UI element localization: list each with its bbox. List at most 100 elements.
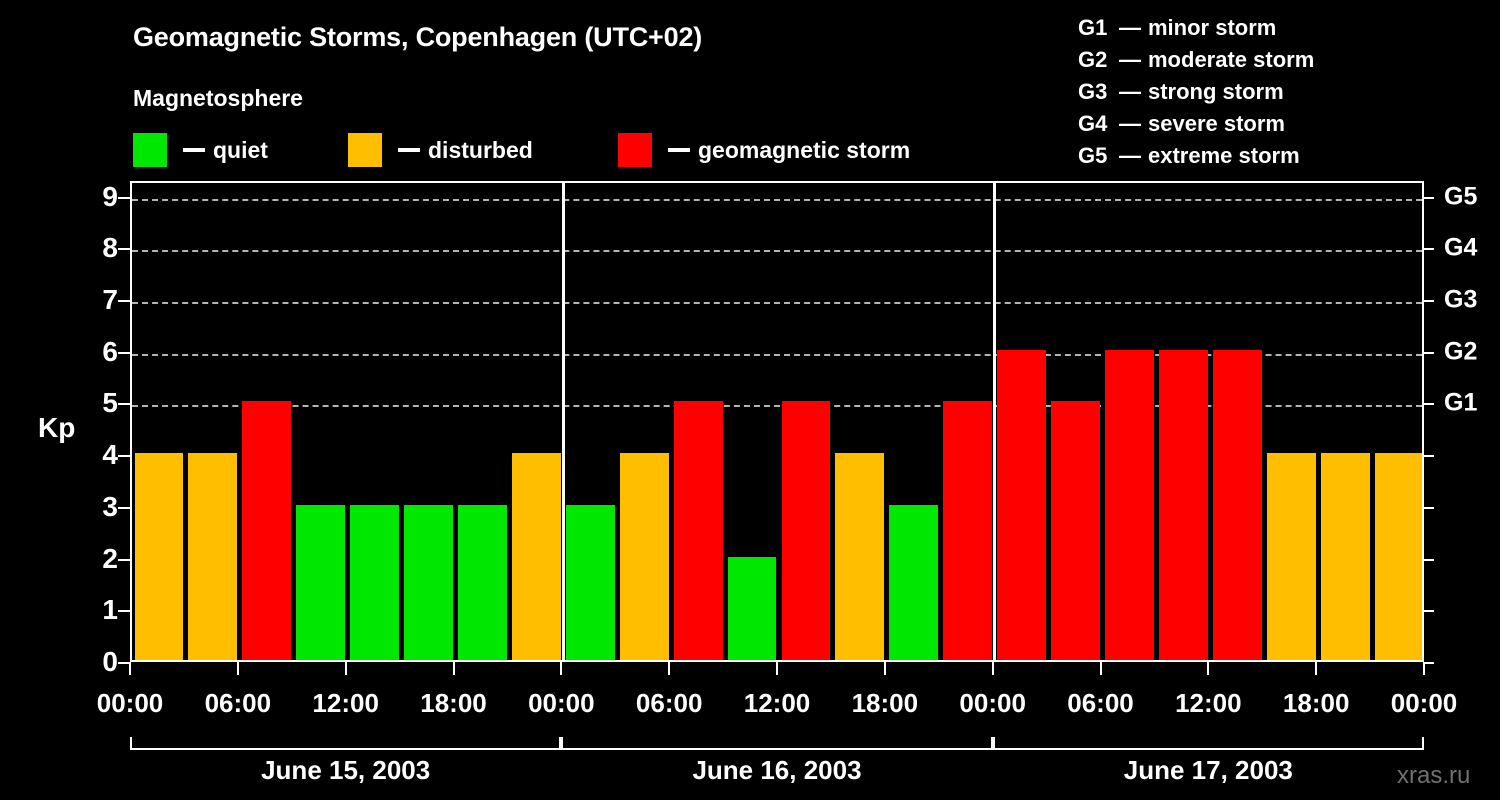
date-label: June 16, 2003 (692, 755, 862, 785)
y-tick-mark (118, 610, 130, 613)
gridline-kp-8 (132, 250, 1422, 253)
y-tick-label-0: 0 (102, 646, 118, 677)
x-tick-mark (776, 662, 778, 675)
y-tick-label-4: 4 (102, 439, 118, 471)
x-tick-mark (1099, 662, 1102, 675)
g-legend-description: moderate storm (1148, 47, 1315, 72)
x-tick-mark (1315, 662, 1318, 675)
bar (727, 556, 777, 660)
bar (889, 504, 939, 660)
g-legend-row-g3: G3 — strong storm (1078, 76, 1314, 108)
y-right-tick-mark (1424, 196, 1434, 199)
y-right-tick-mark (1424, 558, 1434, 561)
g-tick-label-g5: G5 (1444, 182, 1478, 211)
y-tick-label-8: 8 (102, 232, 118, 264)
legend-dash-icon (183, 148, 205, 152)
bar (404, 504, 453, 660)
legend-dash-icon (668, 148, 690, 152)
legend-entry-disturbed: disturbed (348, 133, 533, 167)
bar (781, 401, 831, 660)
x-tick-mark (344, 662, 347, 675)
g-tick-label-g2: G2 (1444, 337, 1478, 366)
g-legend-description: strong storm (1148, 79, 1284, 104)
g-tick-label-g1: G1 (1444, 388, 1478, 417)
gridline-kp-9 (132, 198, 1422, 201)
y-tick-label-6: 6 (102, 335, 118, 367)
g-legend-dash-icon: — (1119, 15, 1141, 40)
y-right-tick-mark (1424, 248, 1434, 251)
g-legend-dash-icon: — (1119, 143, 1141, 168)
y-tick-mark (118, 662, 130, 664)
g-legend-description: extreme storm (1148, 143, 1300, 168)
legend-swatch-disturbed (348, 133, 382, 167)
y-tick-mark (118, 299, 130, 302)
y-tick-label-3: 3 (102, 490, 118, 522)
g-legend-dash-icon: — (1119, 79, 1141, 104)
bar (1266, 453, 1316, 660)
x-tick-label: 12:00 (743, 688, 811, 718)
g-tick-label-g4: G4 (1444, 233, 1478, 262)
y-tick-mark (118, 403, 130, 406)
g-legend-code: G3 (1078, 79, 1108, 104)
g-legend-row-g5: G5 — extreme storm (1078, 140, 1314, 172)
bar-series (132, 183, 1422, 660)
x-tick-label: 12:00 (312, 688, 379, 718)
y-right-tick-mark (1424, 662, 1434, 664)
y-tick-mark (118, 455, 130, 458)
x-tick-label: 18:00 (1282, 688, 1350, 718)
page-title: Geomagnetic Storms, Copenhagen (UTC+02) (133, 22, 703, 52)
gridline-kp-7 (132, 301, 1422, 304)
g-legend-row-g4: G4 — severe storm (1078, 108, 1314, 140)
x-tick-label: 00:00 (528, 688, 595, 718)
y-right-tick-mark (1424, 403, 1434, 406)
legend-entry-quiet: quiet (133, 133, 268, 167)
date-bracket (561, 737, 993, 750)
x-tick-mark (1207, 662, 1210, 675)
gridline-kp-5 (132, 405, 1422, 408)
x-tick-mark (1423, 662, 1425, 675)
x-tick-mark (129, 662, 131, 675)
legend-label-geomagnetic-storm: geomagnetic storm (698, 136, 911, 163)
bar (1212, 349, 1262, 660)
plot-area (130, 181, 1424, 662)
bar (242, 401, 292, 660)
y-tick-label-1: 1 (102, 594, 118, 626)
day-divider (561, 183, 565, 660)
g-legend-code: G2 (1078, 47, 1108, 72)
x-tick-label: 12:00 (1175, 688, 1242, 718)
x-tick-label: 06:00 (635, 688, 703, 718)
x-tick-label: 00:00 (959, 688, 1026, 718)
bar (296, 504, 346, 660)
watermark: xras.ru (1397, 762, 1471, 789)
legend-dash-icon (398, 148, 420, 152)
g-legend-code: G5 (1078, 143, 1108, 168)
bar (1105, 349, 1154, 660)
date-label: June 15, 2003 (261, 755, 431, 785)
bar (1158, 349, 1208, 660)
gridline-kp-6 (132, 353, 1422, 356)
legend-entry-geomagnetic-storm: geomagnetic storm (618, 133, 910, 167)
bar (673, 401, 723, 660)
bar (511, 453, 561, 660)
y-tick-label-9: 9 (102, 180, 118, 212)
y-tick-label-2: 2 (102, 542, 118, 574)
legend-label-quiet: quiet (213, 136, 268, 163)
bar (1320, 453, 1370, 660)
legend-label-disturbed: disturbed (428, 136, 533, 163)
y-right-tick-mark (1424, 506, 1434, 509)
date-bracket (992, 737, 1424, 750)
x-tick-label: 00:00 (96, 688, 164, 718)
g-legend-code: G4 (1078, 111, 1108, 136)
x-tick-label: 06:00 (204, 688, 272, 718)
bar (350, 504, 400, 660)
x-tick-label: 00:00 (1390, 688, 1458, 718)
g-legend-code: G1 (1078, 15, 1108, 40)
x-tick-mark (452, 662, 455, 675)
legend-swatch-quiet (133, 133, 167, 167)
bar (1051, 401, 1100, 660)
x-tick-label: 18:00 (420, 688, 487, 718)
x-tick-mark (991, 662, 994, 675)
legend-heading: Magnetosphere (133, 85, 303, 111)
bar (619, 453, 669, 660)
y-right-tick-mark (1424, 299, 1434, 302)
